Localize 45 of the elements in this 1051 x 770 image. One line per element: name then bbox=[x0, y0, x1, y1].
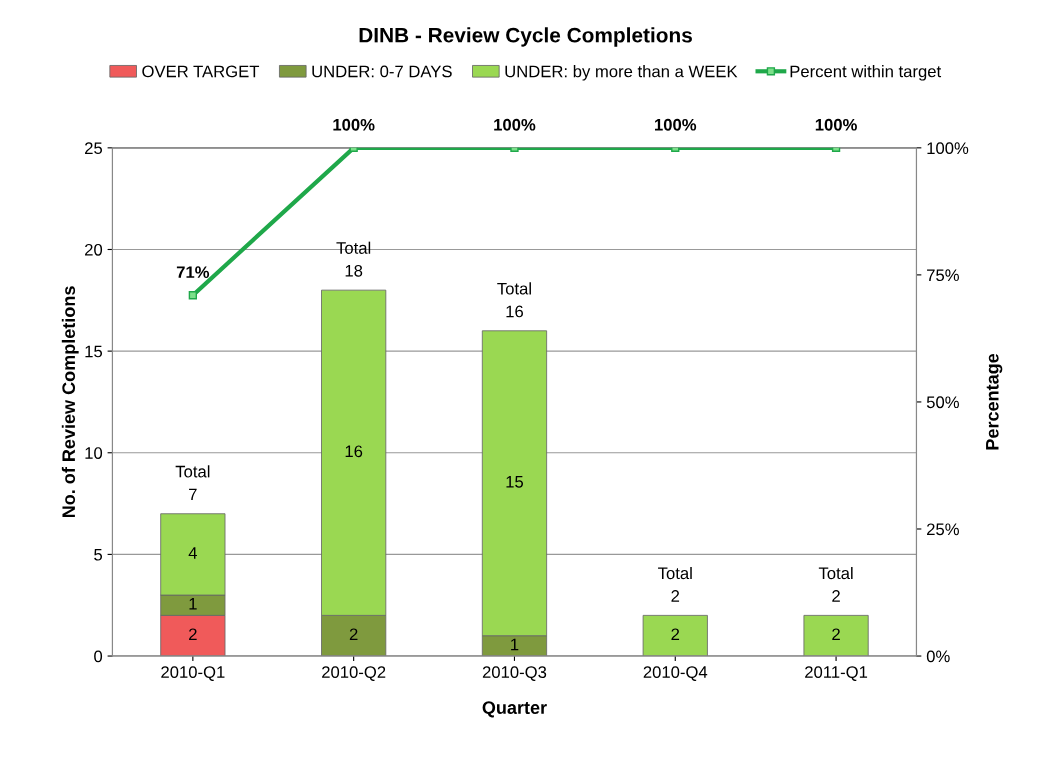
x-tick-label: 2010-Q4 bbox=[643, 666, 708, 681]
total-label: Total 16 bbox=[497, 282, 531, 318]
bar bbox=[803, 614, 869, 657]
legend-label: UNDER: by more than a WEEK bbox=[505, 65, 738, 81]
data-label: 15 bbox=[506, 476, 524, 488]
chart-title: DINB - Review Cycle Completions bbox=[359, 27, 692, 47]
x-tick-label: 2010-Q1 bbox=[161, 666, 225, 681]
data-label: 2 bbox=[671, 628, 680, 641]
y-tick-label: 0 bbox=[94, 650, 103, 663]
data-label: 100% bbox=[333, 118, 375, 131]
data-label: 71% bbox=[176, 266, 210, 278]
y-tick-label: 15 bbox=[85, 345, 103, 358]
data-label: 16 bbox=[345, 445, 363, 458]
data-label: 100% bbox=[655, 118, 697, 131]
data-label: 100% bbox=[494, 118, 536, 131]
y2-tick-label: 25% bbox=[927, 523, 959, 536]
data-label: 4 bbox=[188, 547, 198, 559]
data-label: 1 bbox=[189, 598, 197, 610]
y2-axis-title: Percentage bbox=[986, 353, 1003, 450]
bar bbox=[642, 614, 708, 657]
x-tick-label: 2010-Q2 bbox=[322, 666, 386, 681]
y-tick-label: 5 bbox=[94, 548, 103, 561]
data-label: 2 bbox=[189, 628, 197, 641]
data-label: 2 bbox=[349, 628, 358, 641]
total-label: Total 2 bbox=[658, 566, 692, 602]
y-axis-title: No. of Review Completions bbox=[61, 286, 79, 518]
x-tick-label: 2011-Q1 bbox=[805, 666, 868, 681]
legend-label: UNDER: 0-7 DAYS bbox=[312, 65, 452, 78]
y-tick-label: 20 bbox=[85, 243, 103, 256]
y-tick-label: 10 bbox=[85, 447, 103, 459]
y2-tick-label: 75% bbox=[927, 269, 959, 282]
legend-label: Percent within target bbox=[790, 65, 942, 81]
total-label: Total 18 bbox=[336, 241, 371, 277]
y2-tick-label: 0% bbox=[926, 650, 950, 663]
x-tick-label: 2010-Q3 bbox=[482, 666, 547, 681]
total-label: Total 2 bbox=[818, 566, 853, 602]
legend-label: OVER TARGET bbox=[142, 65, 260, 78]
y-tick-label: 25 bbox=[85, 142, 103, 155]
data-label: 1 bbox=[511, 638, 519, 651]
x-axis-title: Quarter bbox=[482, 701, 547, 718]
data-label: 100% bbox=[815, 118, 857, 131]
y2-tick-label: 100% bbox=[927, 142, 969, 155]
y2-tick-label: 50% bbox=[926, 396, 959, 409]
data-label: 2 bbox=[832, 628, 840, 641]
total-label: Total 7 bbox=[175, 465, 210, 501]
